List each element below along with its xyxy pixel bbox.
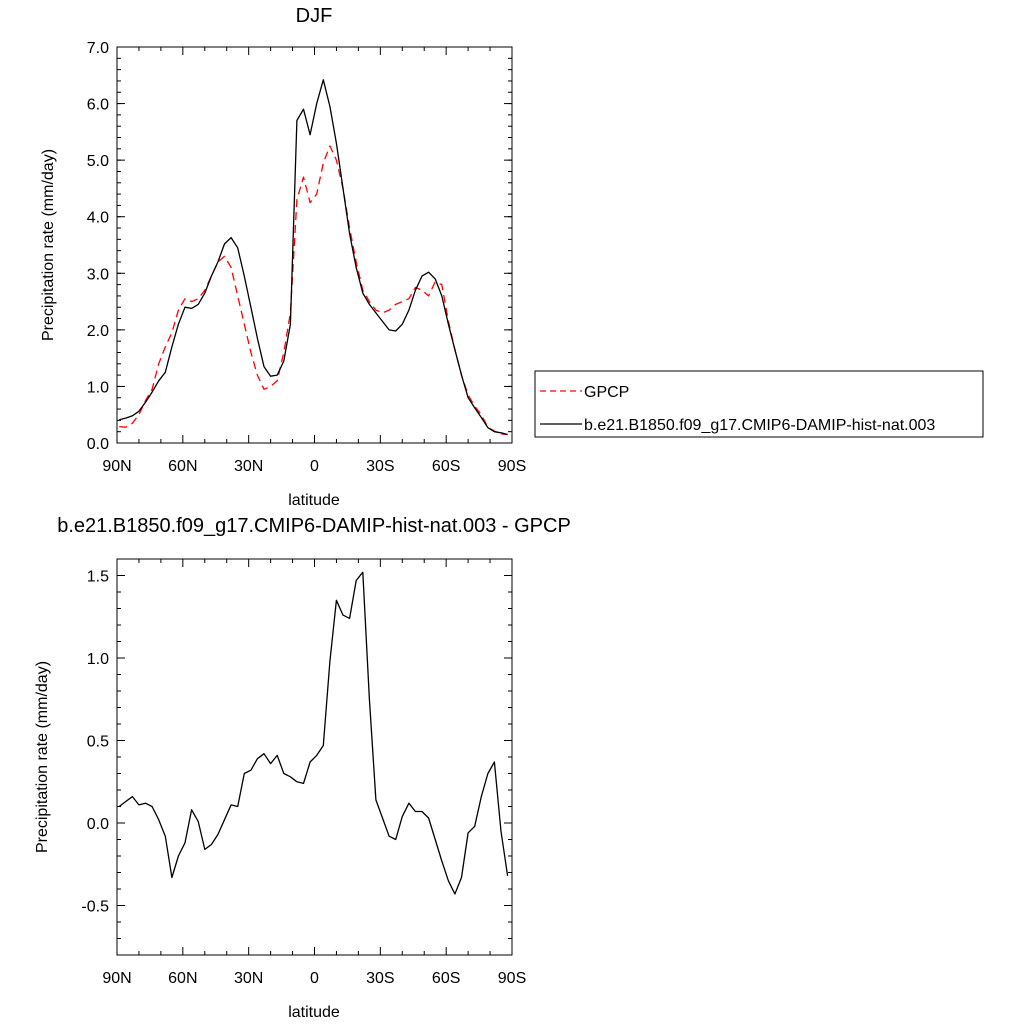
- x-axis-label: latitude: [288, 1004, 340, 1021]
- series-line-gpcp: [119, 145, 508, 436]
- series-lines: [119, 79, 508, 436]
- series-line-model: [119, 79, 508, 436]
- x-tick-label: 60S: [432, 970, 460, 987]
- x-axis-label: latitude: [288, 492, 340, 509]
- chart-title: DJF: [296, 5, 333, 27]
- y-tick-label: 6.0: [87, 97, 109, 114]
- y-tick-label: 7.0: [87, 40, 109, 57]
- y-tick-label: 1.5: [87, 569, 109, 586]
- x-tick-label: 90N: [102, 970, 131, 987]
- panel-difference: b.e21.B1850.f09_g17.CMIP6-DAMIP-hist-nat…: [34, 515, 571, 1021]
- x-tick-label: 90S: [498, 458, 526, 475]
- y-axis-label: Precipitation rate (mm/day): [34, 661, 51, 853]
- x-tick-label: 30N: [234, 458, 263, 475]
- x-tick-label: 30N: [234, 970, 263, 987]
- legend-box: [534, 370, 984, 438]
- x-tick-label: 60N: [168, 970, 197, 987]
- y-tick-label: 0.0: [87, 816, 109, 833]
- axis-ticks: 90N 60N 30N 0 30S 60S 90S 0.0 1.0 2.0 3.0 4.0 5.0 6.0…: [87, 40, 526, 475]
- y-tick-label: 0.5: [87, 734, 109, 751]
- x-tick-label: 90S: [498, 970, 526, 987]
- x-tick-label: 60S: [432, 458, 460, 475]
- legend: GPCP b.e21.B1850.f09_g17.CMIP6-DAMIP-his…: [534, 370, 984, 438]
- x-tick-label: 0: [310, 458, 319, 475]
- y-tick-label: 5.0: [87, 153, 109, 170]
- legend-label-model: b.e21.B1850.f09_g17.CMIP6-DAMIP-hist-nat…: [584, 417, 935, 434]
- legend-label-gpcp: GPCP: [584, 384, 629, 401]
- chart-title-difference: b.e21.B1850.f09_g17.CMIP6-DAMIP-hist-nat…: [57, 515, 571, 537]
- axis-ticks: 90N 60N 30N 0 30S 60S 90S -0.5 0.0 0.5 1.0 1.5: [81, 558, 526, 987]
- x-tick-label: 0: [310, 970, 319, 987]
- y-tick-label: -0.5: [81, 899, 109, 916]
- series-line-difference: [118, 571, 509, 895]
- y-tick-label: 1.0: [87, 651, 109, 668]
- x-tick-label: 60N: [168, 458, 197, 475]
- y-tick-label: 1.0: [87, 379, 109, 396]
- plot-frame: [116, 46, 513, 444]
- x-tick-label: 90N: [102, 458, 131, 475]
- y-tick-label: 2.0: [87, 323, 109, 340]
- series-lines: [118, 571, 509, 895]
- y-axis-label: Precipitation rate (mm/day): [40, 149, 57, 341]
- y-tick-label: 4.0: [87, 210, 109, 227]
- x-tick-label: 30S: [366, 458, 394, 475]
- panel-djf: DJF 90N 60N 30N 0 30S 60S 90S 0.0 1.0 2.0 3.0 4.0 5.…: [40, 5, 984, 509]
- x-tick-label: 30S: [366, 970, 394, 987]
- y-tick-label: 0.0: [87, 436, 109, 453]
- y-tick-label: 3.0: [87, 266, 109, 283]
